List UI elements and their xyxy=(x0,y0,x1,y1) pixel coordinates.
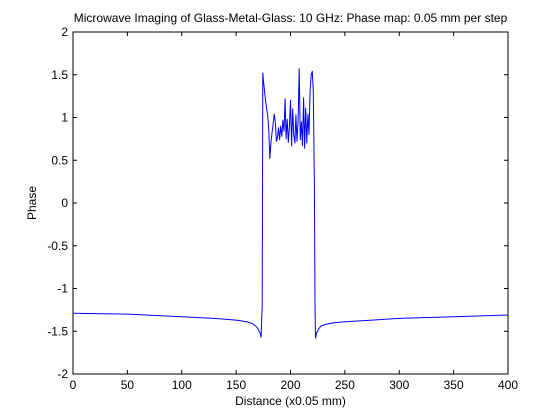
y-tick-label: -1.5 xyxy=(47,324,68,338)
x-tick-label: 0 xyxy=(70,378,77,392)
x-tick-label: 350 xyxy=(444,378,464,392)
x-tick-label: 200 xyxy=(280,378,300,392)
chart-title: Microwave Imaging of Glass-Metal-Glass: … xyxy=(74,11,508,25)
phase-series-line xyxy=(72,68,509,339)
y-tick-label: 1 xyxy=(61,111,68,125)
x-tick-label: 50 xyxy=(121,378,135,392)
y-tick-label: 1.5 xyxy=(51,68,68,82)
y-axis-label: Phase xyxy=(25,186,39,220)
x-tick-label: 400 xyxy=(498,378,518,392)
x-tick-label: 150 xyxy=(226,378,246,392)
x-tick-label: 300 xyxy=(389,378,409,392)
plot-frame xyxy=(72,31,509,375)
x-tick-label: 100 xyxy=(172,378,192,392)
y-tick-label: 0 xyxy=(61,196,68,210)
y-tick-label: 0.5 xyxy=(51,153,68,167)
y-tick-label: -0.5 xyxy=(47,239,68,253)
x-axis-label: Distance (x0.05 mm) xyxy=(235,394,346,408)
x-tick-label: 250 xyxy=(335,378,355,392)
y-tick-label: 2 xyxy=(61,25,68,39)
y-tick-label: -1 xyxy=(57,282,68,296)
y-tick-label: -2 xyxy=(57,367,68,381)
